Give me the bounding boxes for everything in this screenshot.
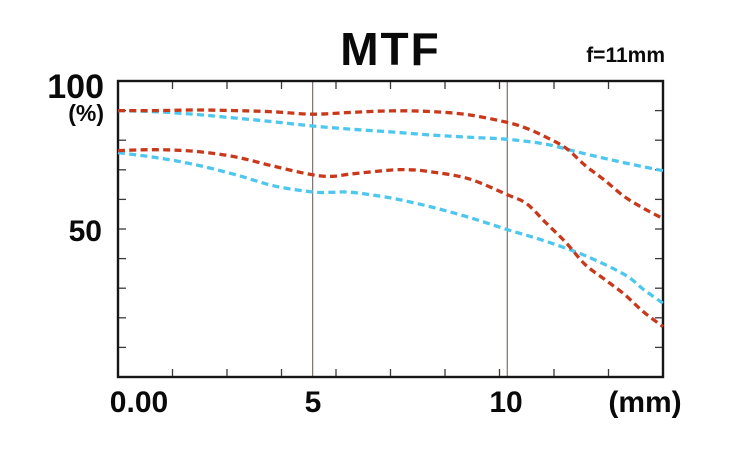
curve-cyan-lower (117, 150, 664, 305)
x-axis-0-label: 0.00 (109, 386, 169, 419)
y-axis-100-label: 100 (47, 68, 104, 106)
x-axis-5-label: 5 (304, 386, 322, 419)
y-axis-50-label: 50 (68, 215, 102, 248)
curve-red-lower (117, 148, 665, 329)
x-axis-mm-unit-label: (mm) (608, 386, 682, 419)
y-axis-percent-unit-label: (%) (68, 100, 104, 126)
curve-red-upper (117, 108, 664, 221)
plot-border (116, 79, 665, 379)
focal-length-label: f=11mm (586, 44, 665, 67)
x-axis-10-label: 10 (489, 386, 523, 419)
curve-cyan-upper (117, 108, 664, 173)
chart-title: MTF (340, 23, 441, 75)
